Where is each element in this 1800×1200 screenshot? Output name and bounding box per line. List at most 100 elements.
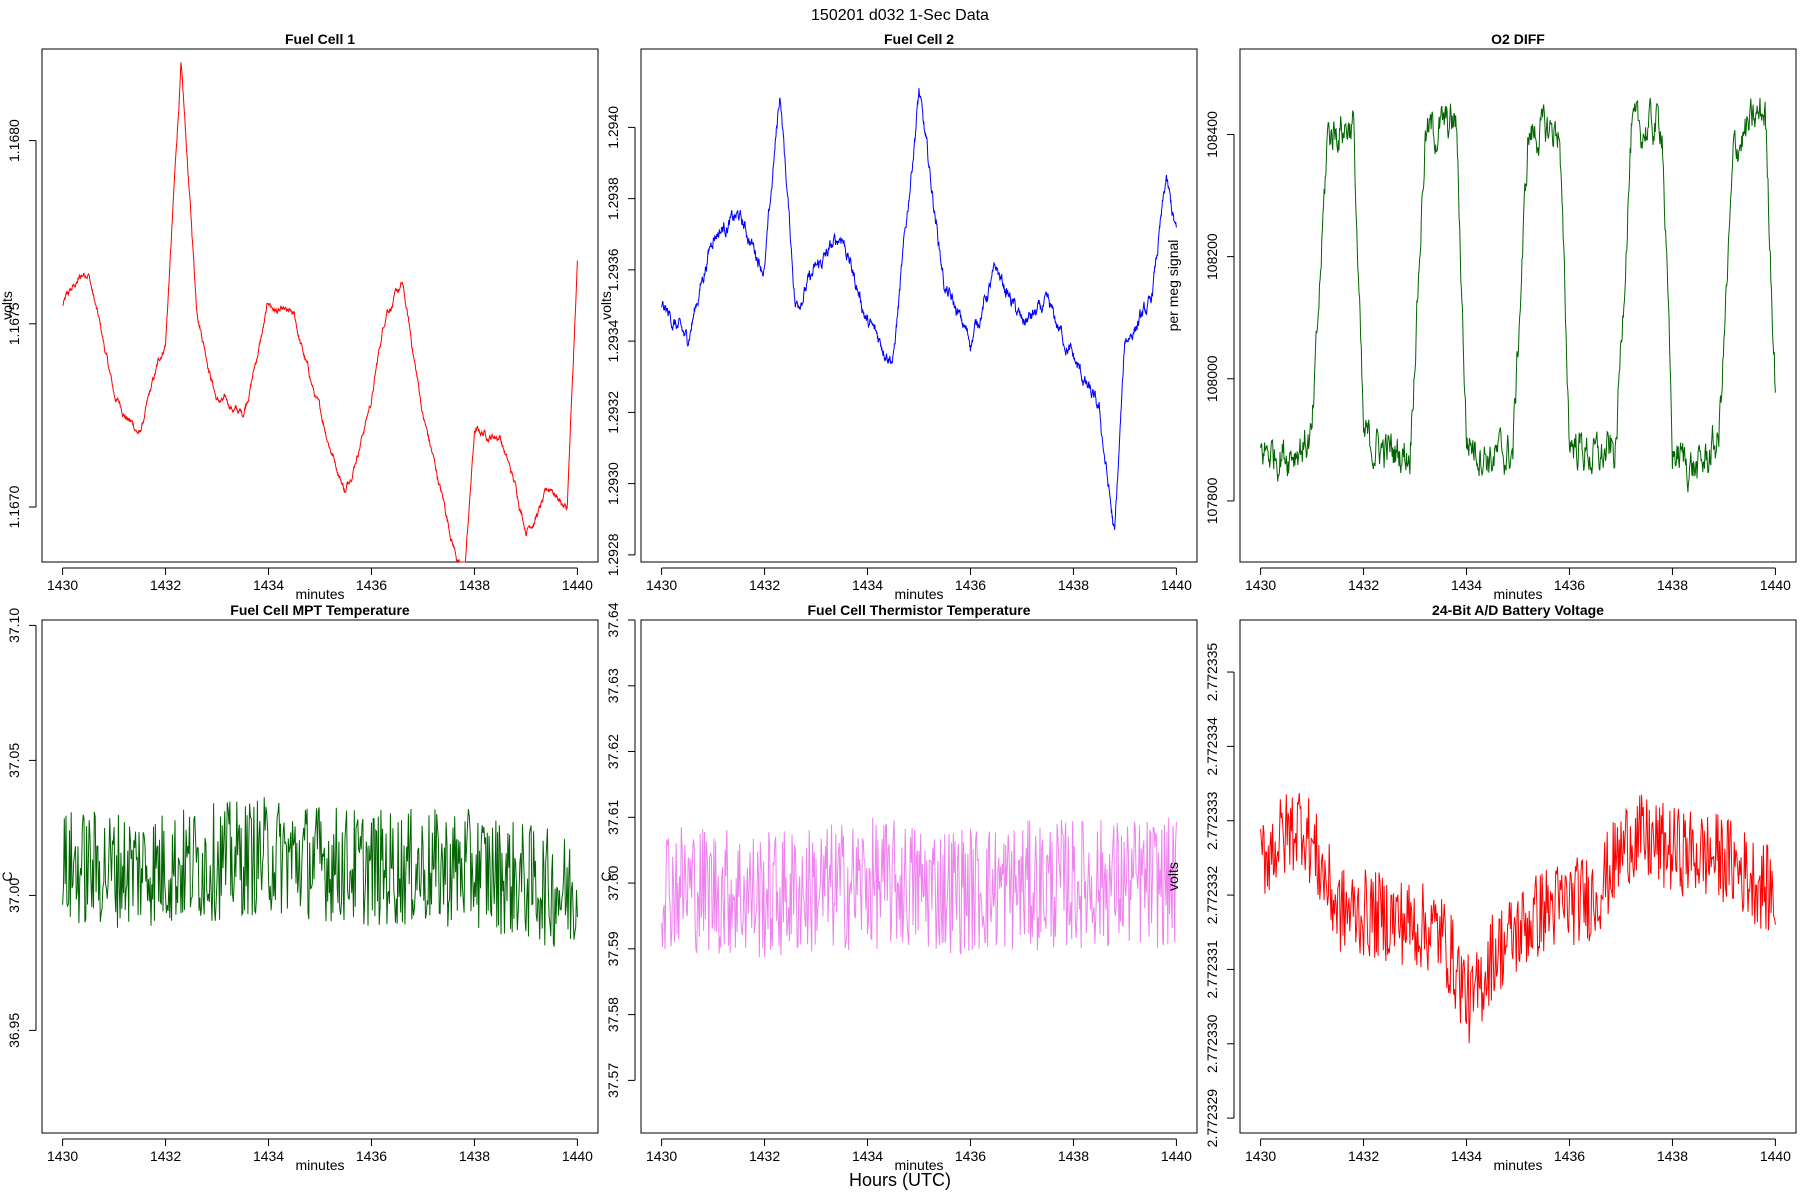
y-tick-label: 36.95 — [6, 1013, 22, 1048]
y-axis-label: volts — [598, 291, 614, 320]
y-axis-label: volts — [0, 291, 15, 320]
y-tick-label: 1.1675 — [6, 302, 22, 345]
y-tick-label: 1.2930 — [605, 462, 621, 505]
x-tick-label: 1434 — [852, 577, 883, 593]
panel-title: Fuel Cell Thermistor Temperature — [807, 602, 1030, 618]
y-tick-label: 2.772329 — [1204, 1089, 1220, 1148]
x-tick-label: 1440 — [1760, 1148, 1791, 1164]
plot-frame — [640, 619, 1198, 1134]
x-tick-label: 1436 — [356, 577, 387, 593]
panel-title: O2 DIFF — [1491, 31, 1545, 47]
plot-frame — [1239, 48, 1797, 563]
series-line — [661, 88, 1177, 530]
y-tick-label: 1.1670 — [6, 485, 22, 528]
x-tick-label: 1430 — [47, 577, 78, 593]
panel-title: Fuel Cell 2 — [884, 31, 954, 47]
x-tick-label: 1438 — [459, 1148, 490, 1164]
y-tick-label: 37.05 — [6, 743, 22, 778]
y-tick-label: 37.57 — [605, 1063, 621, 1098]
x-tick-label: 1436 — [955, 577, 986, 593]
y-axis-label: volts — [1165, 862, 1181, 891]
x-tick-label: 1434 — [253, 1148, 284, 1164]
panels: Fuel Cell 1 1430 1432 1434 1436 1438 1440 minut… — [0, 31, 1797, 1173]
chart-panel-1: Fuel Cell 1 1430 1432 1434 1436 1438 1440 minut… — [0, 31, 599, 602]
y-tick-label: 108400 — [1204, 111, 1220, 158]
chart-panel-5: Fuel Cell Thermistor Temperature 1430 1432… — [598, 602, 1198, 1173]
x-axis-label: minutes — [295, 586, 344, 602]
y-tick-label: 108000 — [1204, 355, 1220, 402]
x-tick-label: 1432 — [150, 577, 181, 593]
x-tick-label: 1430 — [47, 1148, 78, 1164]
x-axis-label: minutes — [1493, 1157, 1542, 1173]
x-tick-label: 1434 — [253, 577, 284, 593]
x-tick-label: 1438 — [1058, 1148, 1089, 1164]
y-tick-label: 1.2934 — [605, 320, 621, 363]
y-tick-label: 107800 — [1204, 477, 1220, 524]
x-tick-label: 1432 — [1348, 1148, 1379, 1164]
x-tick-label: 1438 — [459, 577, 490, 593]
y-tick-label: 1.2928 — [605, 533, 621, 576]
y-tick-label: 2.772332 — [1204, 866, 1220, 925]
x-tick-label: 1430 — [1245, 577, 1276, 593]
x-tick-label: 1440 — [562, 577, 593, 593]
plot-frame — [640, 48, 1198, 563]
x-tick-label: 1440 — [562, 1148, 593, 1164]
x-tick-label: 1436 — [955, 1148, 986, 1164]
y-tick-label: 2.772333 — [1204, 791, 1220, 850]
x-tick-label: 1438 — [1657, 1148, 1688, 1164]
y-tick-label: 37.64 — [605, 602, 621, 637]
x-tick-label: 1434 — [852, 1148, 883, 1164]
plot-frame — [41, 48, 599, 563]
x-tick-label: 1434 — [1451, 577, 1482, 593]
y-tick-label: 1.2936 — [605, 248, 621, 291]
series-line — [1260, 97, 1776, 493]
panel-title: Fuel Cell 1 — [285, 31, 355, 47]
chart-panel-3: O2 DIFF 1430 1432 1434 1436 1438 1440 minutes 10… — [1165, 31, 1797, 602]
x-axis-label: minutes — [295, 1157, 344, 1173]
y-tick-label: 2.772334 — [1204, 717, 1220, 776]
y-tick-label: 108200 — [1204, 233, 1220, 280]
x-axis-label: minutes — [894, 586, 943, 602]
y-tick-label: 37.60 — [605, 865, 621, 900]
y-tick-label: 1.2938 — [605, 177, 621, 220]
y-tick-label: 37.00 — [6, 878, 22, 913]
x-tick-label: 1432 — [150, 1148, 181, 1164]
plot-frame — [1239, 619, 1797, 1134]
x-tick-label: 1438 — [1657, 577, 1688, 593]
y-tick-label: 2.772331 — [1204, 940, 1220, 999]
x-tick-label: 1432 — [749, 577, 780, 593]
y-tick-label: 1.1680 — [6, 119, 22, 162]
series-line — [62, 62, 578, 564]
x-tick-label: 1434 — [1451, 1148, 1482, 1164]
x-tick-label: 1440 — [1161, 1148, 1192, 1164]
y-tick-label: 1.2932 — [605, 391, 621, 434]
y-tick-label: 2.772335 — [1204, 643, 1220, 702]
y-tick-label: 37.59 — [605, 931, 621, 966]
chart-panel-2: Fuel Cell 2 1430 1432 1434 1436 1438 1440 minut… — [598, 31, 1198, 602]
x-tick-label: 1436 — [1554, 1148, 1585, 1164]
y-tick-label: 2.772330 — [1204, 1014, 1220, 1073]
y-tick-label: 1.2940 — [605, 106, 621, 149]
y-axis-label: C — [0, 871, 15, 881]
figure-title: 150201 d032 1-Sec Data — [811, 7, 989, 24]
plot-frame — [41, 619, 599, 1134]
figure-xlabel: Hours (UTC) — [849, 1170, 951, 1190]
y-tick-label: 37.10 — [6, 608, 22, 643]
panel-title: Fuel Cell MPT Temperature — [230, 602, 410, 618]
y-axis-label: per meg signal — [1165, 240, 1181, 332]
y-tick-label: 37.63 — [605, 668, 621, 703]
series-line — [1260, 792, 1776, 1044]
x-tick-label: 1438 — [1058, 577, 1089, 593]
x-axis-label: minutes — [1493, 586, 1542, 602]
x-tick-label: 1430 — [1245, 1148, 1276, 1164]
x-axis-label: minutes — [894, 1157, 943, 1173]
x-tick-label: 1430 — [646, 1148, 677, 1164]
x-tick-label: 1432 — [749, 1148, 780, 1164]
x-tick-label: 1432 — [1348, 577, 1379, 593]
x-tick-label: 1436 — [356, 1148, 387, 1164]
x-tick-label: 1436 — [1554, 577, 1585, 593]
series-line — [62, 797, 578, 947]
x-tick-label: 1430 — [646, 577, 677, 593]
chart-panel-6: 24-Bit A/D Battery Voltage 1430 1432 1434 14… — [1165, 602, 1797, 1173]
